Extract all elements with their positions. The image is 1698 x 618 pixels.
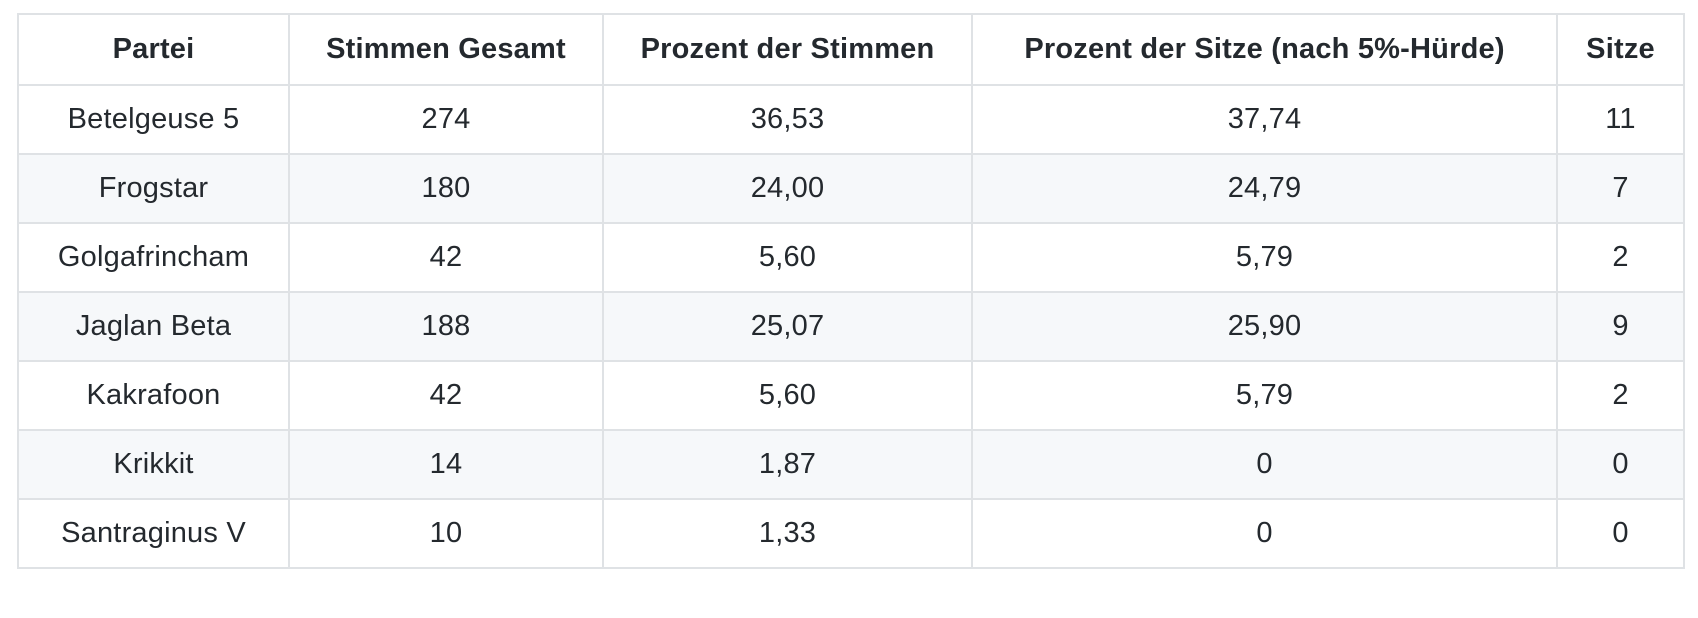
cell-sitze: 7 [1556, 153, 1685, 224]
cell-prozent-der-stimmen: 1,33 [602, 498, 973, 569]
column-header-partei: Partei [17, 13, 290, 86]
cell-prozent-der-stimmen: 24,00 [602, 153, 973, 224]
table-row: Betelgeuse 5 274 36,53 37,74 11 [17, 84, 1685, 155]
cell-prozent-der-sitze: 24,79 [971, 153, 1558, 224]
cell-prozent-der-stimmen: 5,60 [602, 360, 973, 431]
cell-prozent-der-sitze: 0 [971, 429, 1558, 500]
cell-prozent-der-sitze: 25,90 [971, 291, 1558, 362]
cell-stimmen-gesamt: 10 [288, 498, 604, 569]
cell-prozent-der-stimmen: 1,87 [602, 429, 973, 500]
column-header-prozent-der-stimmen: Prozent der Stimmen [602, 13, 973, 86]
election-results-table: Partei Stimmen Gesamt Prozent der Stimme… [17, 13, 1685, 569]
cell-sitze: 2 [1556, 222, 1685, 293]
cell-sitze: 2 [1556, 360, 1685, 431]
table-row: Santraginus V 10 1,33 0 0 [17, 498, 1685, 569]
cell-stimmen-gesamt: 188 [288, 291, 604, 362]
cell-partei: Kakrafoon [17, 360, 290, 431]
cell-prozent-der-sitze: 5,79 [971, 360, 1558, 431]
header-row: Partei Stimmen Gesamt Prozent der Stimme… [17, 13, 1685, 86]
cell-prozent-der-stimmen: 36,53 [602, 84, 973, 155]
cell-prozent-der-stimmen: 25,07 [602, 291, 973, 362]
cell-sitze: 9 [1556, 291, 1685, 362]
cell-sitze: 0 [1556, 429, 1685, 500]
cell-sitze: 0 [1556, 498, 1685, 569]
table-row: Jaglan Beta 188 25,07 25,90 9 [17, 291, 1685, 362]
cell-partei: Krikkit [17, 429, 290, 500]
column-header-prozent-der-sitze: Prozent der Sitze (nach 5%-Hürde) [971, 13, 1558, 86]
table-row: Krikkit 14 1,87 0 0 [17, 429, 1685, 500]
cell-stimmen-gesamt: 274 [288, 84, 604, 155]
cell-partei: Golgafrincham [17, 222, 290, 293]
cell-partei: Frogstar [17, 153, 290, 224]
column-header-stimmen-gesamt: Stimmen Gesamt [288, 13, 604, 86]
table-row: Kakrafoon 42 5,60 5,79 2 [17, 360, 1685, 431]
cell-stimmen-gesamt: 14 [288, 429, 604, 500]
cell-prozent-der-sitze: 37,74 [971, 84, 1558, 155]
table-row: Frogstar 180 24,00 24,79 7 [17, 153, 1685, 224]
cell-sitze: 11 [1556, 84, 1685, 155]
column-header-sitze: Sitze [1556, 13, 1685, 86]
cell-prozent-der-sitze: 5,79 [971, 222, 1558, 293]
cell-stimmen-gesamt: 180 [288, 153, 604, 224]
cell-prozent-der-stimmen: 5,60 [602, 222, 973, 293]
cell-stimmen-gesamt: 42 [288, 360, 604, 431]
cell-prozent-der-sitze: 0 [971, 498, 1558, 569]
table-row: Golgafrincham 42 5,60 5,79 2 [17, 222, 1685, 293]
cell-partei: Santraginus V [17, 498, 290, 569]
cell-stimmen-gesamt: 42 [288, 222, 604, 293]
cell-partei: Jaglan Beta [17, 291, 290, 362]
cell-partei: Betelgeuse 5 [17, 84, 290, 155]
